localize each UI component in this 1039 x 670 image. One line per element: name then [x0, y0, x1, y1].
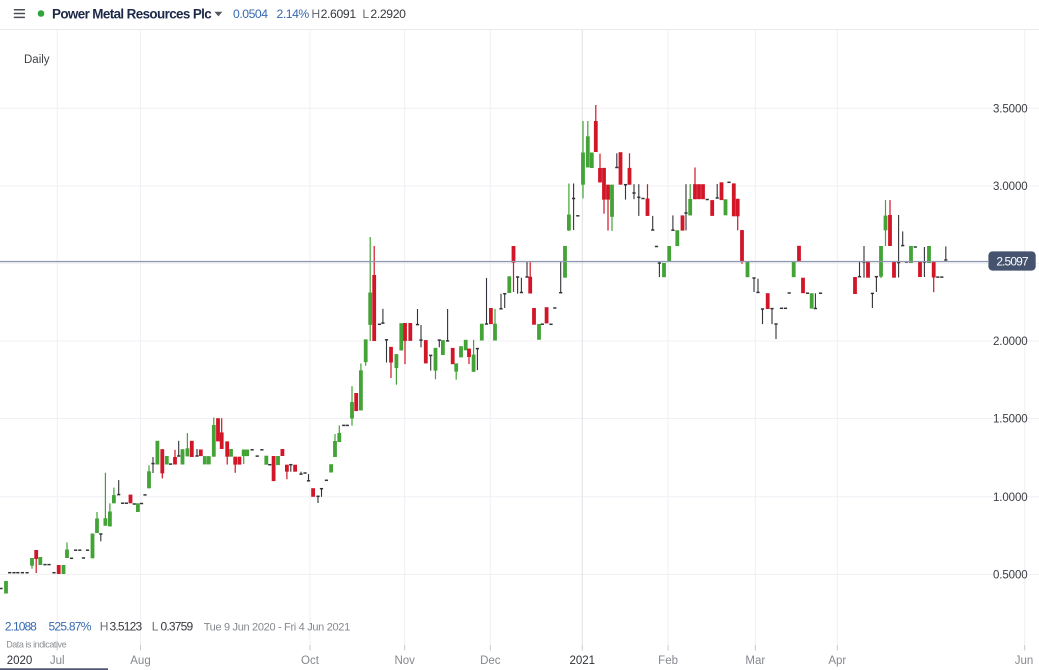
svg-text:L: L	[362, 7, 369, 21]
svg-text:2.1088: 2.1088	[5, 620, 37, 634]
svg-text:0.0504: 0.0504	[233, 7, 268, 21]
svg-text:525.87%: 525.87%	[49, 620, 92, 634]
svg-text:1.0000: 1.0000	[993, 492, 1028, 504]
svg-text:Nov: Nov	[394, 655, 415, 667]
svg-text:L: L	[152, 620, 159, 634]
svg-text:H: H	[311, 7, 320, 21]
svg-text:Jun: Jun	[1015, 655, 1034, 667]
svg-text:Tue 9 Jun 2020 - Fri 4 Jun 202: Tue 9 Jun 2020 - Fri 4 Jun 2021	[204, 622, 350, 634]
svg-text:0.3759: 0.3759	[161, 620, 194, 634]
svg-text:Dec: Dec	[480, 655, 501, 667]
svg-text:H: H	[100, 620, 109, 634]
svg-text:2.14%: 2.14%	[277, 7, 310, 21]
svg-text:Apr: Apr	[828, 655, 846, 667]
svg-text:2.0000: 2.0000	[993, 336, 1028, 348]
svg-text:2.6091: 2.6091	[321, 7, 357, 21]
svg-text:3.5000: 3.5000	[993, 103, 1028, 115]
svg-text:2.5097: 2.5097	[996, 255, 1029, 269]
svg-text:Power Metal Resources Plc: Power Metal Resources Plc	[52, 6, 212, 21]
svg-text:2020: 2020	[7, 655, 33, 667]
svg-text:Mar: Mar	[745, 655, 765, 667]
svg-text:Oct: Oct	[301, 655, 320, 667]
svg-text:Daily: Daily	[24, 54, 50, 66]
svg-text:Data is indicative: Data is indicative	[6, 640, 66, 650]
svg-text:Aug: Aug	[130, 655, 150, 667]
svg-text:3.5123: 3.5123	[110, 620, 143, 634]
svg-text:Jul: Jul	[50, 655, 65, 667]
svg-text:2021: 2021	[570, 655, 596, 667]
svg-text:1.5000: 1.5000	[993, 414, 1028, 426]
svg-text:Feb: Feb	[658, 655, 678, 667]
svg-text:0.5000: 0.5000	[993, 569, 1028, 581]
svg-text:2.2920: 2.2920	[370, 7, 406, 21]
svg-text:3.0000: 3.0000	[993, 181, 1028, 193]
